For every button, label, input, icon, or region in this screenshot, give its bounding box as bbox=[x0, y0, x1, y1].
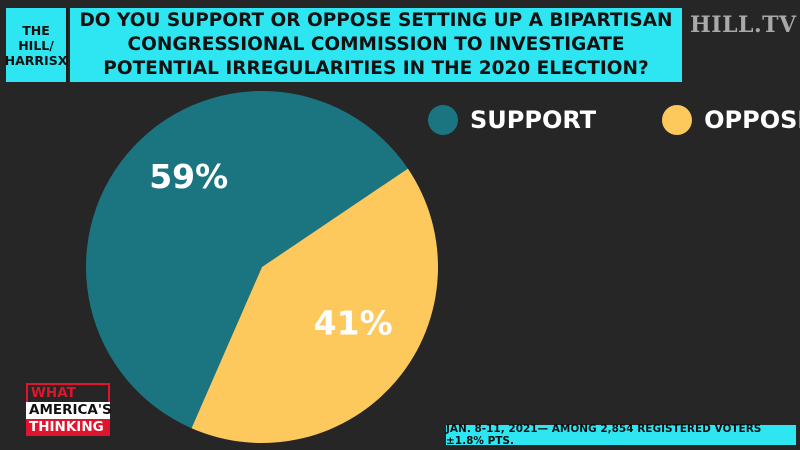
legend-swatch-support bbox=[428, 105, 458, 135]
chart-legend: SUPPORT OPPOSE bbox=[428, 105, 800, 135]
pie-slice-oppose bbox=[191, 168, 438, 444]
legend-item-oppose: OPPOSE bbox=[662, 105, 800, 135]
survey-footnote: JAN. 8-11, 2021— AMONG 2,854 REGISTERED … bbox=[446, 423, 796, 447]
slice-label-support: 59% bbox=[149, 157, 228, 196]
legend-label-oppose: OPPOSE bbox=[704, 106, 800, 134]
brand-line-what: WHAT bbox=[26, 383, 110, 402]
what-americas-thinking-logo: WHAT AMERICA'S THINKING bbox=[26, 383, 112, 436]
brand-line-americas: AMERICA'S bbox=[26, 402, 112, 419]
question-title: DO YOU SUPPORT OR OPPOSE SETTING UP A BI… bbox=[70, 8, 682, 82]
slice-label-oppose: 41% bbox=[314, 303, 393, 342]
brand-line-thinking: THINKING bbox=[26, 419, 110, 436]
pie-slice-support bbox=[85, 91, 408, 429]
source-label: THE HILL/ HARRISX bbox=[4, 8, 68, 82]
hilltv-logo: HILL.TV bbox=[690, 12, 797, 38]
footnote-text: JAN. 8-11, 2021— AMONG 2,854 REGISTERED … bbox=[446, 423, 762, 447]
source-text: THE HILL/ HARRISX bbox=[4, 22, 68, 68]
legend-label-support: SUPPORT bbox=[470, 106, 597, 134]
legend-swatch-oppose bbox=[662, 105, 693, 135]
question-text: DO YOU SUPPORT OR OPPOSE SETTING UP A BI… bbox=[79, 10, 673, 79]
legend-item-support: SUPPORT bbox=[428, 105, 596, 135]
